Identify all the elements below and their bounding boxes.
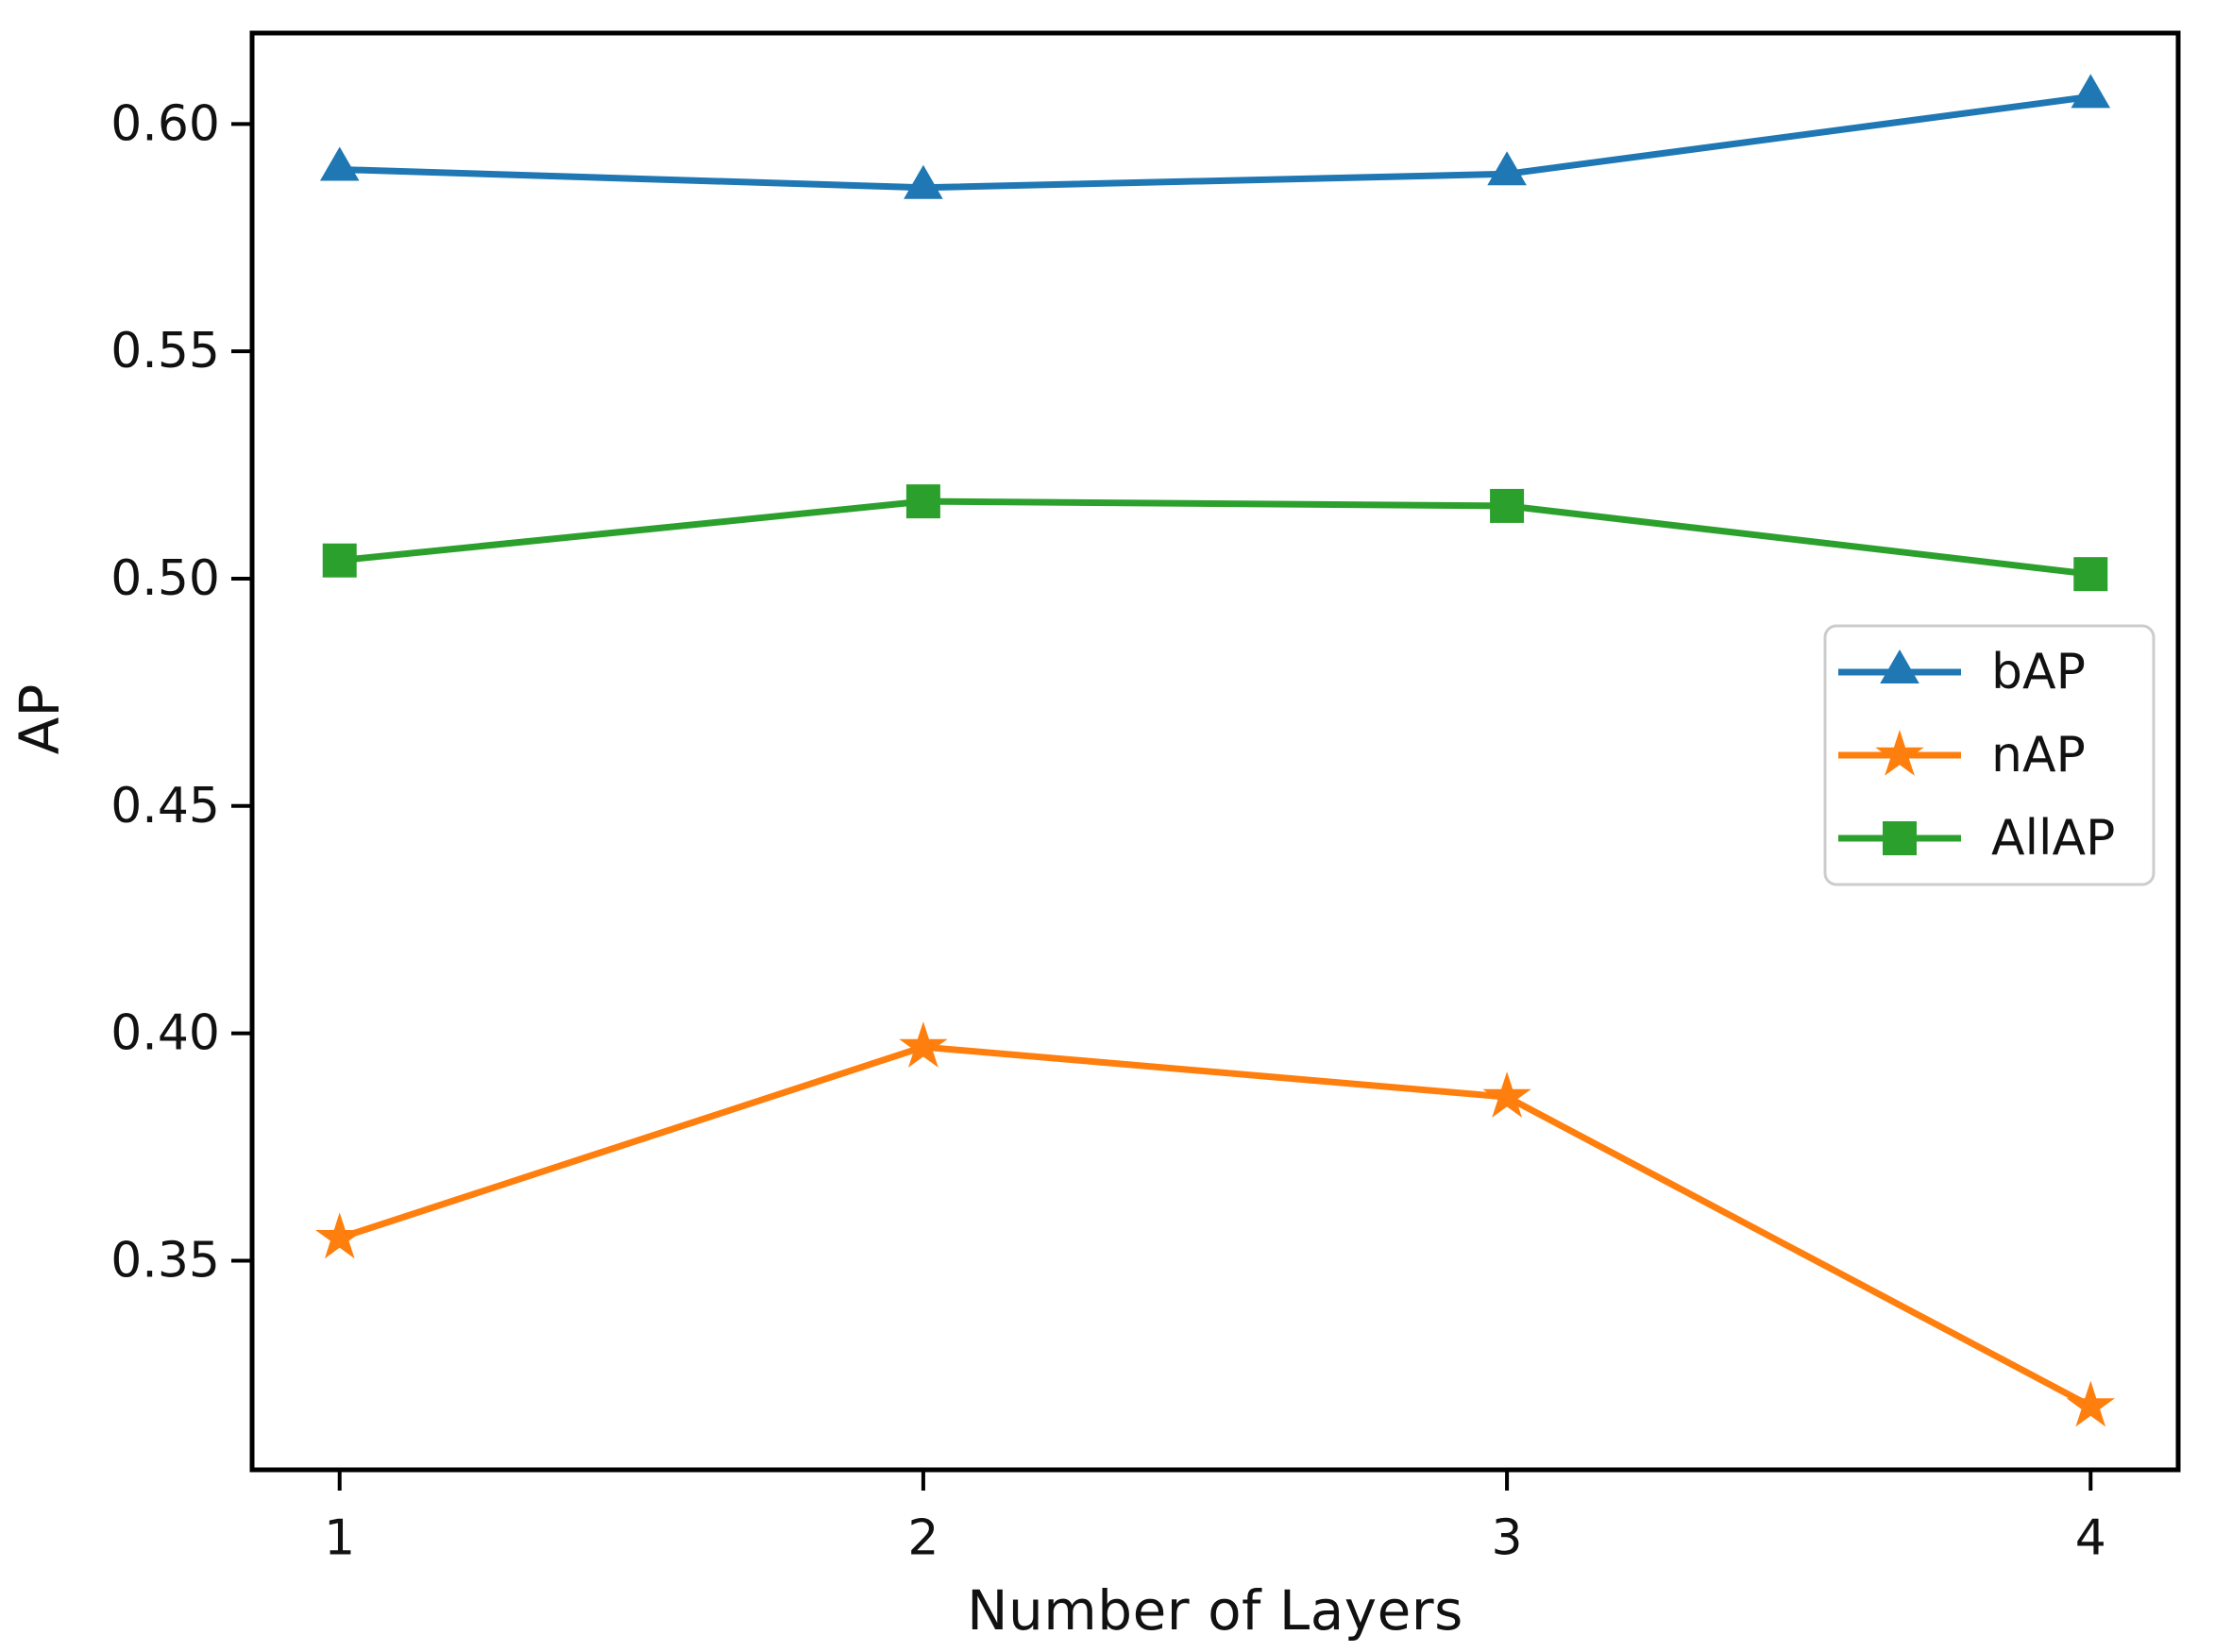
x-axis: 1 2 3 4 (324, 1470, 2106, 1567)
square-marker (2073, 557, 2108, 592)
series-nAP (315, 1021, 2115, 1427)
square-marker (322, 543, 357, 578)
x-tick-label: 2 (907, 1510, 938, 1567)
legend-box (1823, 624, 2156, 886)
star-marker (2066, 1380, 2115, 1427)
series-bAP (319, 74, 2111, 199)
x-tick-label: 1 (324, 1510, 355, 1567)
triangle-marker (2071, 74, 2111, 109)
square-marker (905, 484, 940, 519)
star-marker (1482, 1071, 1531, 1118)
series-line (339, 93, 2091, 192)
y-tick-label: 0.50 (110, 550, 220, 607)
x-axis-label: Number of Layers (967, 1578, 1463, 1643)
star-marker (1875, 730, 1924, 776)
y-tick-label: 0.35 (110, 1232, 220, 1289)
y-axis: 0.35 0.40 0.45 0.50 0.55 0.60 (110, 95, 252, 1289)
series-AllAP (322, 484, 2108, 592)
plot-border (249, 30, 2181, 1473)
series-line (339, 497, 2091, 578)
y-tick-label: 0.40 (110, 1005, 220, 1062)
y-tick-label: 0.45 (110, 778, 220, 834)
x-tick-label: 3 (1492, 1510, 1523, 1567)
series-line (338, 1043, 2092, 1409)
square-marker (1883, 821, 1917, 855)
legend: bAP nAP AllAP (1823, 624, 2156, 886)
y-tick-label: 0.55 (110, 323, 220, 379)
x-tick-label: 4 (2075, 1510, 2106, 1567)
star-marker (899, 1021, 948, 1068)
legend-label: AllAP (1991, 810, 2115, 867)
legend-label: bAP (1991, 644, 2086, 700)
triangle-marker (319, 146, 360, 181)
legend-label: nAP (1991, 727, 2086, 784)
star-marker (315, 1212, 364, 1259)
y-tick-label: 0.60 (110, 95, 220, 152)
triangle-marker (1487, 151, 1527, 186)
square-marker (1490, 488, 1525, 523)
triangle-marker (1880, 649, 1919, 683)
triangle-marker (904, 164, 943, 199)
y-axis-label: AP (8, 683, 72, 755)
